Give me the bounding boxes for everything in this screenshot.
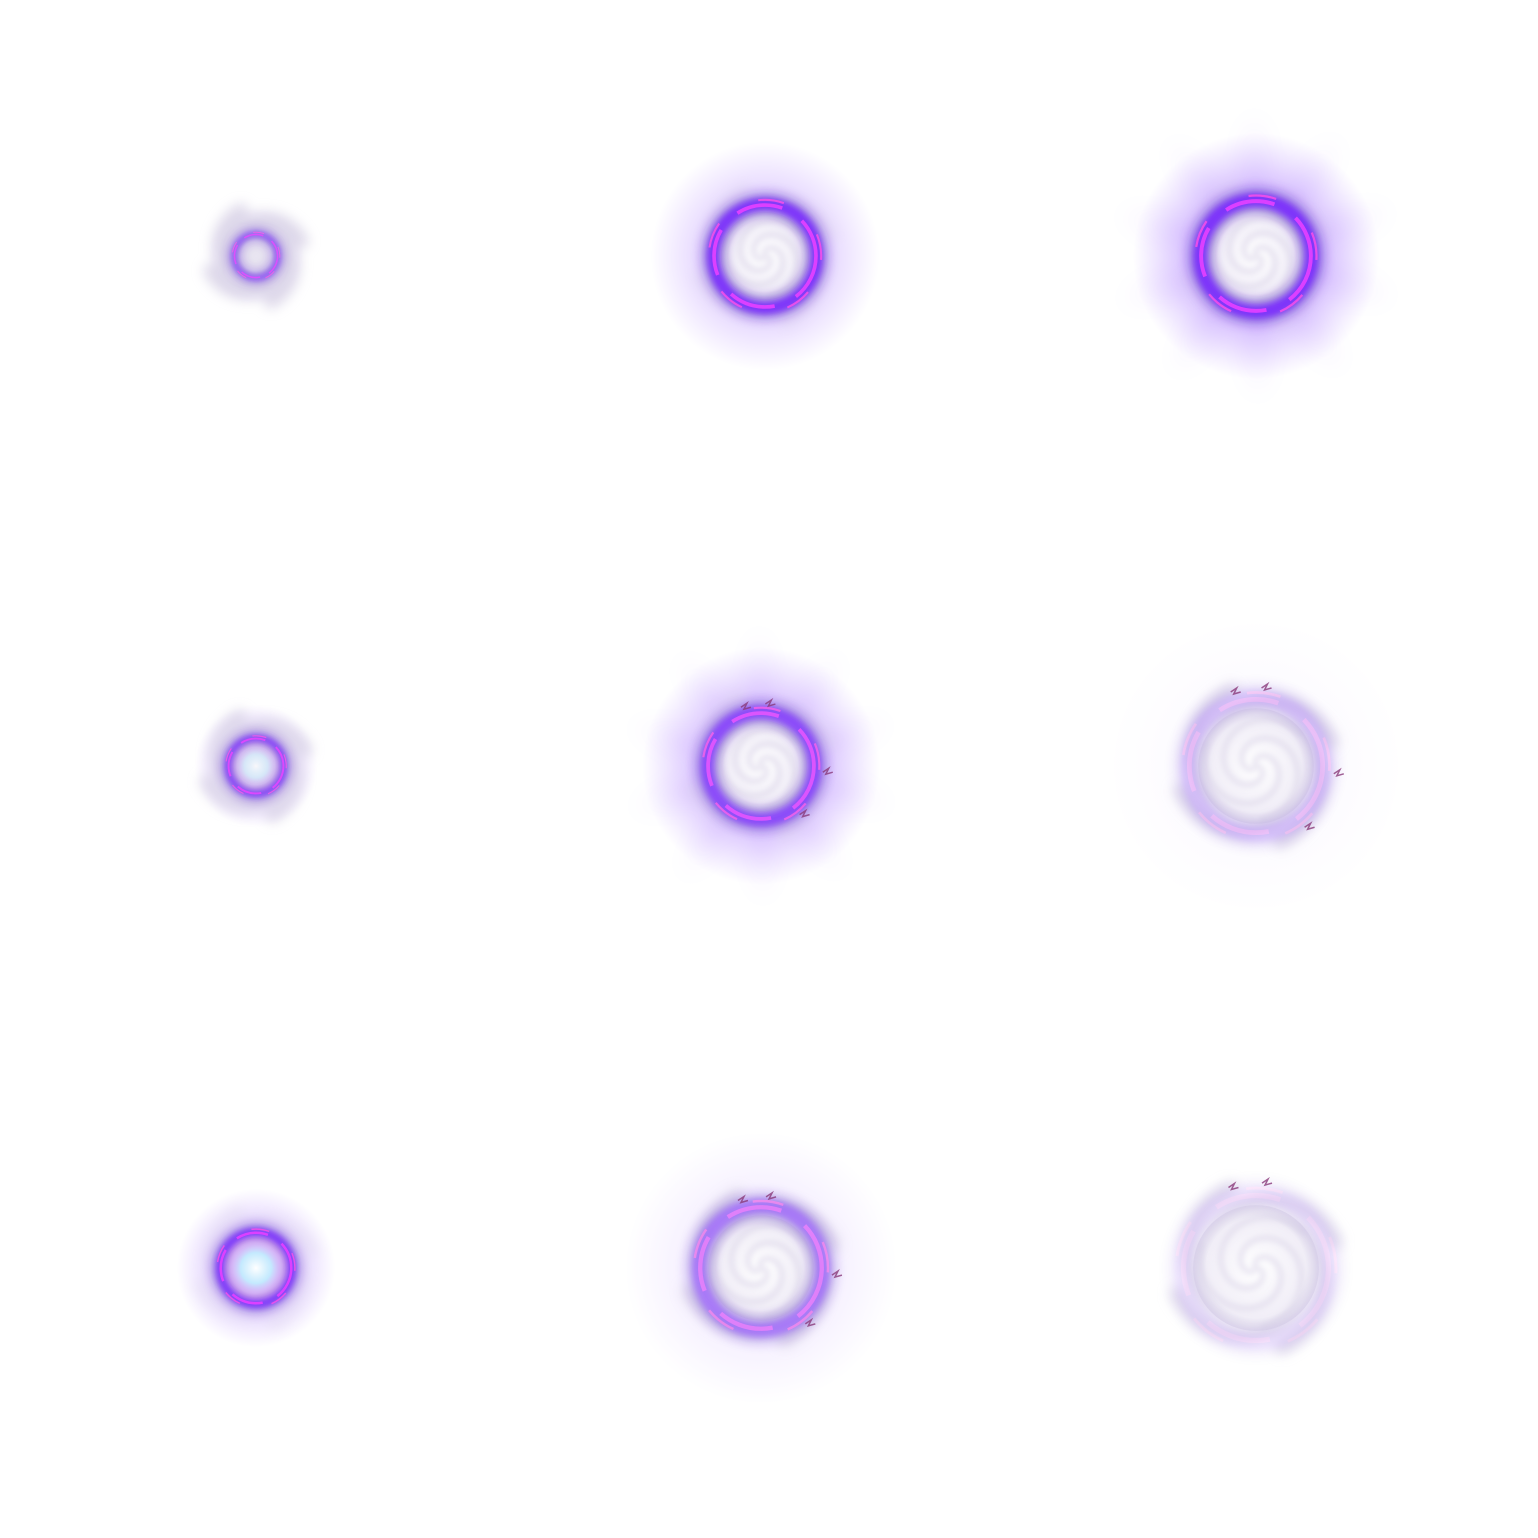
frame-4-vortex (194, 704, 318, 828)
sprite-frame-3 (1000, 0, 1512, 512)
sprite-frame-6 (1000, 510, 1512, 1022)
debris-cracks (740, 697, 833, 818)
energy-ring (222, 732, 290, 800)
debris-cracks (1230, 681, 1345, 831)
frame-5-vortex (626, 625, 896, 907)
frame-9-vortex (1093, 1105, 1419, 1431)
frame-2-vortex (650, 141, 880, 371)
core-flash (221, 1233, 291, 1303)
frame-3-vortex (1116, 110, 1396, 402)
sprite-frame-4 (0, 510, 512, 1022)
sprite-frame-5 (505, 510, 1017, 1022)
energy-ring (1167, 1179, 1345, 1357)
energy-ring (229, 229, 283, 283)
core-flash (229, 739, 283, 793)
sprite-frame-1 (0, 0, 512, 512)
frame-8-vortex (624, 1131, 898, 1405)
energy-ring (696, 701, 826, 831)
sprite-frame-8 (505, 1012, 1017, 1524)
frame-7-vortex (176, 1188, 336, 1348)
debris-cracks (1228, 1176, 1273, 1191)
energy-ring (213, 1225, 299, 1311)
frame-1-vortex (203, 203, 309, 309)
debris-cracks (737, 1190, 843, 1328)
energy-ring (1175, 685, 1337, 847)
sprite-frame-9 (1000, 1012, 1512, 1524)
frame-6-vortex (1106, 616, 1406, 916)
energy-ring (703, 194, 827, 318)
energy-ring (1189, 189, 1323, 323)
sprite-frame-2 (505, 0, 1017, 512)
sprite-frame-7 (0, 1012, 512, 1524)
energy-ring (687, 1194, 835, 1342)
